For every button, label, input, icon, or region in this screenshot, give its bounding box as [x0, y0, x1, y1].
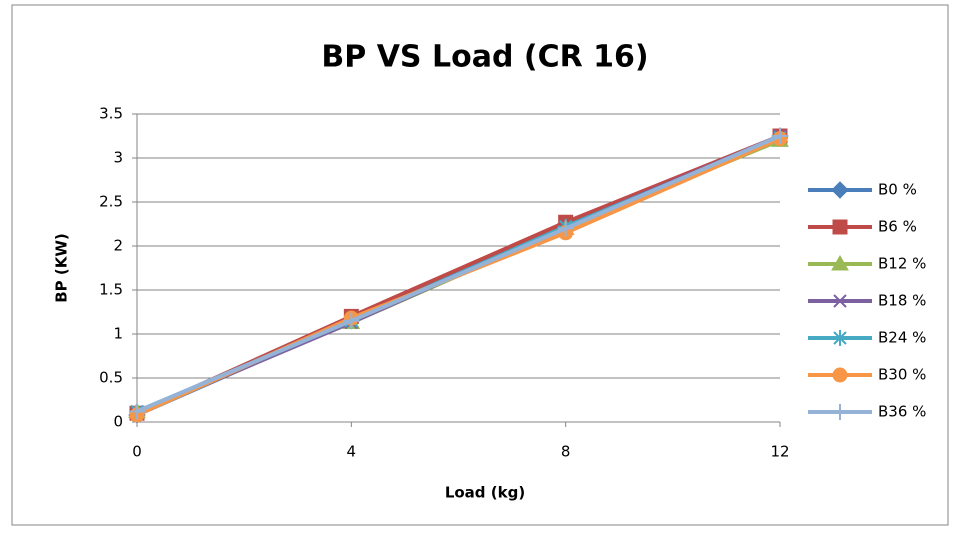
y-tick-label: 0.5 — [99, 369, 123, 387]
legend-label: B36 % — [878, 403, 926, 421]
legend-marker — [831, 254, 849, 271]
legend-label: B24 % — [878, 329, 926, 347]
legend-marker — [832, 404, 848, 420]
legend-marker — [831, 181, 849, 199]
y-tick-label: 2 — [113, 237, 123, 255]
x-axis-label: Load (kg) — [445, 484, 525, 502]
data-point — [343, 312, 360, 329]
legend-marker — [832, 367, 848, 383]
legend-marker — [832, 330, 848, 346]
y-tick-label: 1.5 — [99, 281, 123, 299]
y-tick-label: 3.5 — [99, 105, 123, 123]
data-point — [129, 403, 145, 420]
x-tick-label: 0 — [132, 443, 142, 461]
legend-label: B30 % — [878, 366, 926, 384]
data-point — [772, 128, 788, 144]
x-tick-label: 4 — [347, 443, 357, 461]
legend-label: B12 % — [878, 255, 926, 273]
y-tick-label: 2.5 — [99, 193, 123, 211]
y-tick-label: 3 — [113, 149, 123, 167]
chart-title: BP VS Load (CR 16) — [321, 40, 648, 75]
series-line — [136, 134, 781, 414]
legend-label: B18 % — [878, 292, 926, 310]
legend-label: B0 % — [878, 181, 917, 199]
data-point — [557, 220, 574, 237]
x-tick-label: 12 — [770, 443, 789, 461]
y-axis-label: BP (KW) — [53, 233, 71, 303]
legend-marker — [832, 219, 848, 235]
y-tick-label: 1 — [113, 325, 123, 343]
y-tick-label: 0 — [113, 413, 123, 431]
x-tick-label: 8 — [561, 443, 571, 461]
legend-marker — [833, 294, 847, 308]
legend-label: B6 % — [878, 218, 917, 236]
